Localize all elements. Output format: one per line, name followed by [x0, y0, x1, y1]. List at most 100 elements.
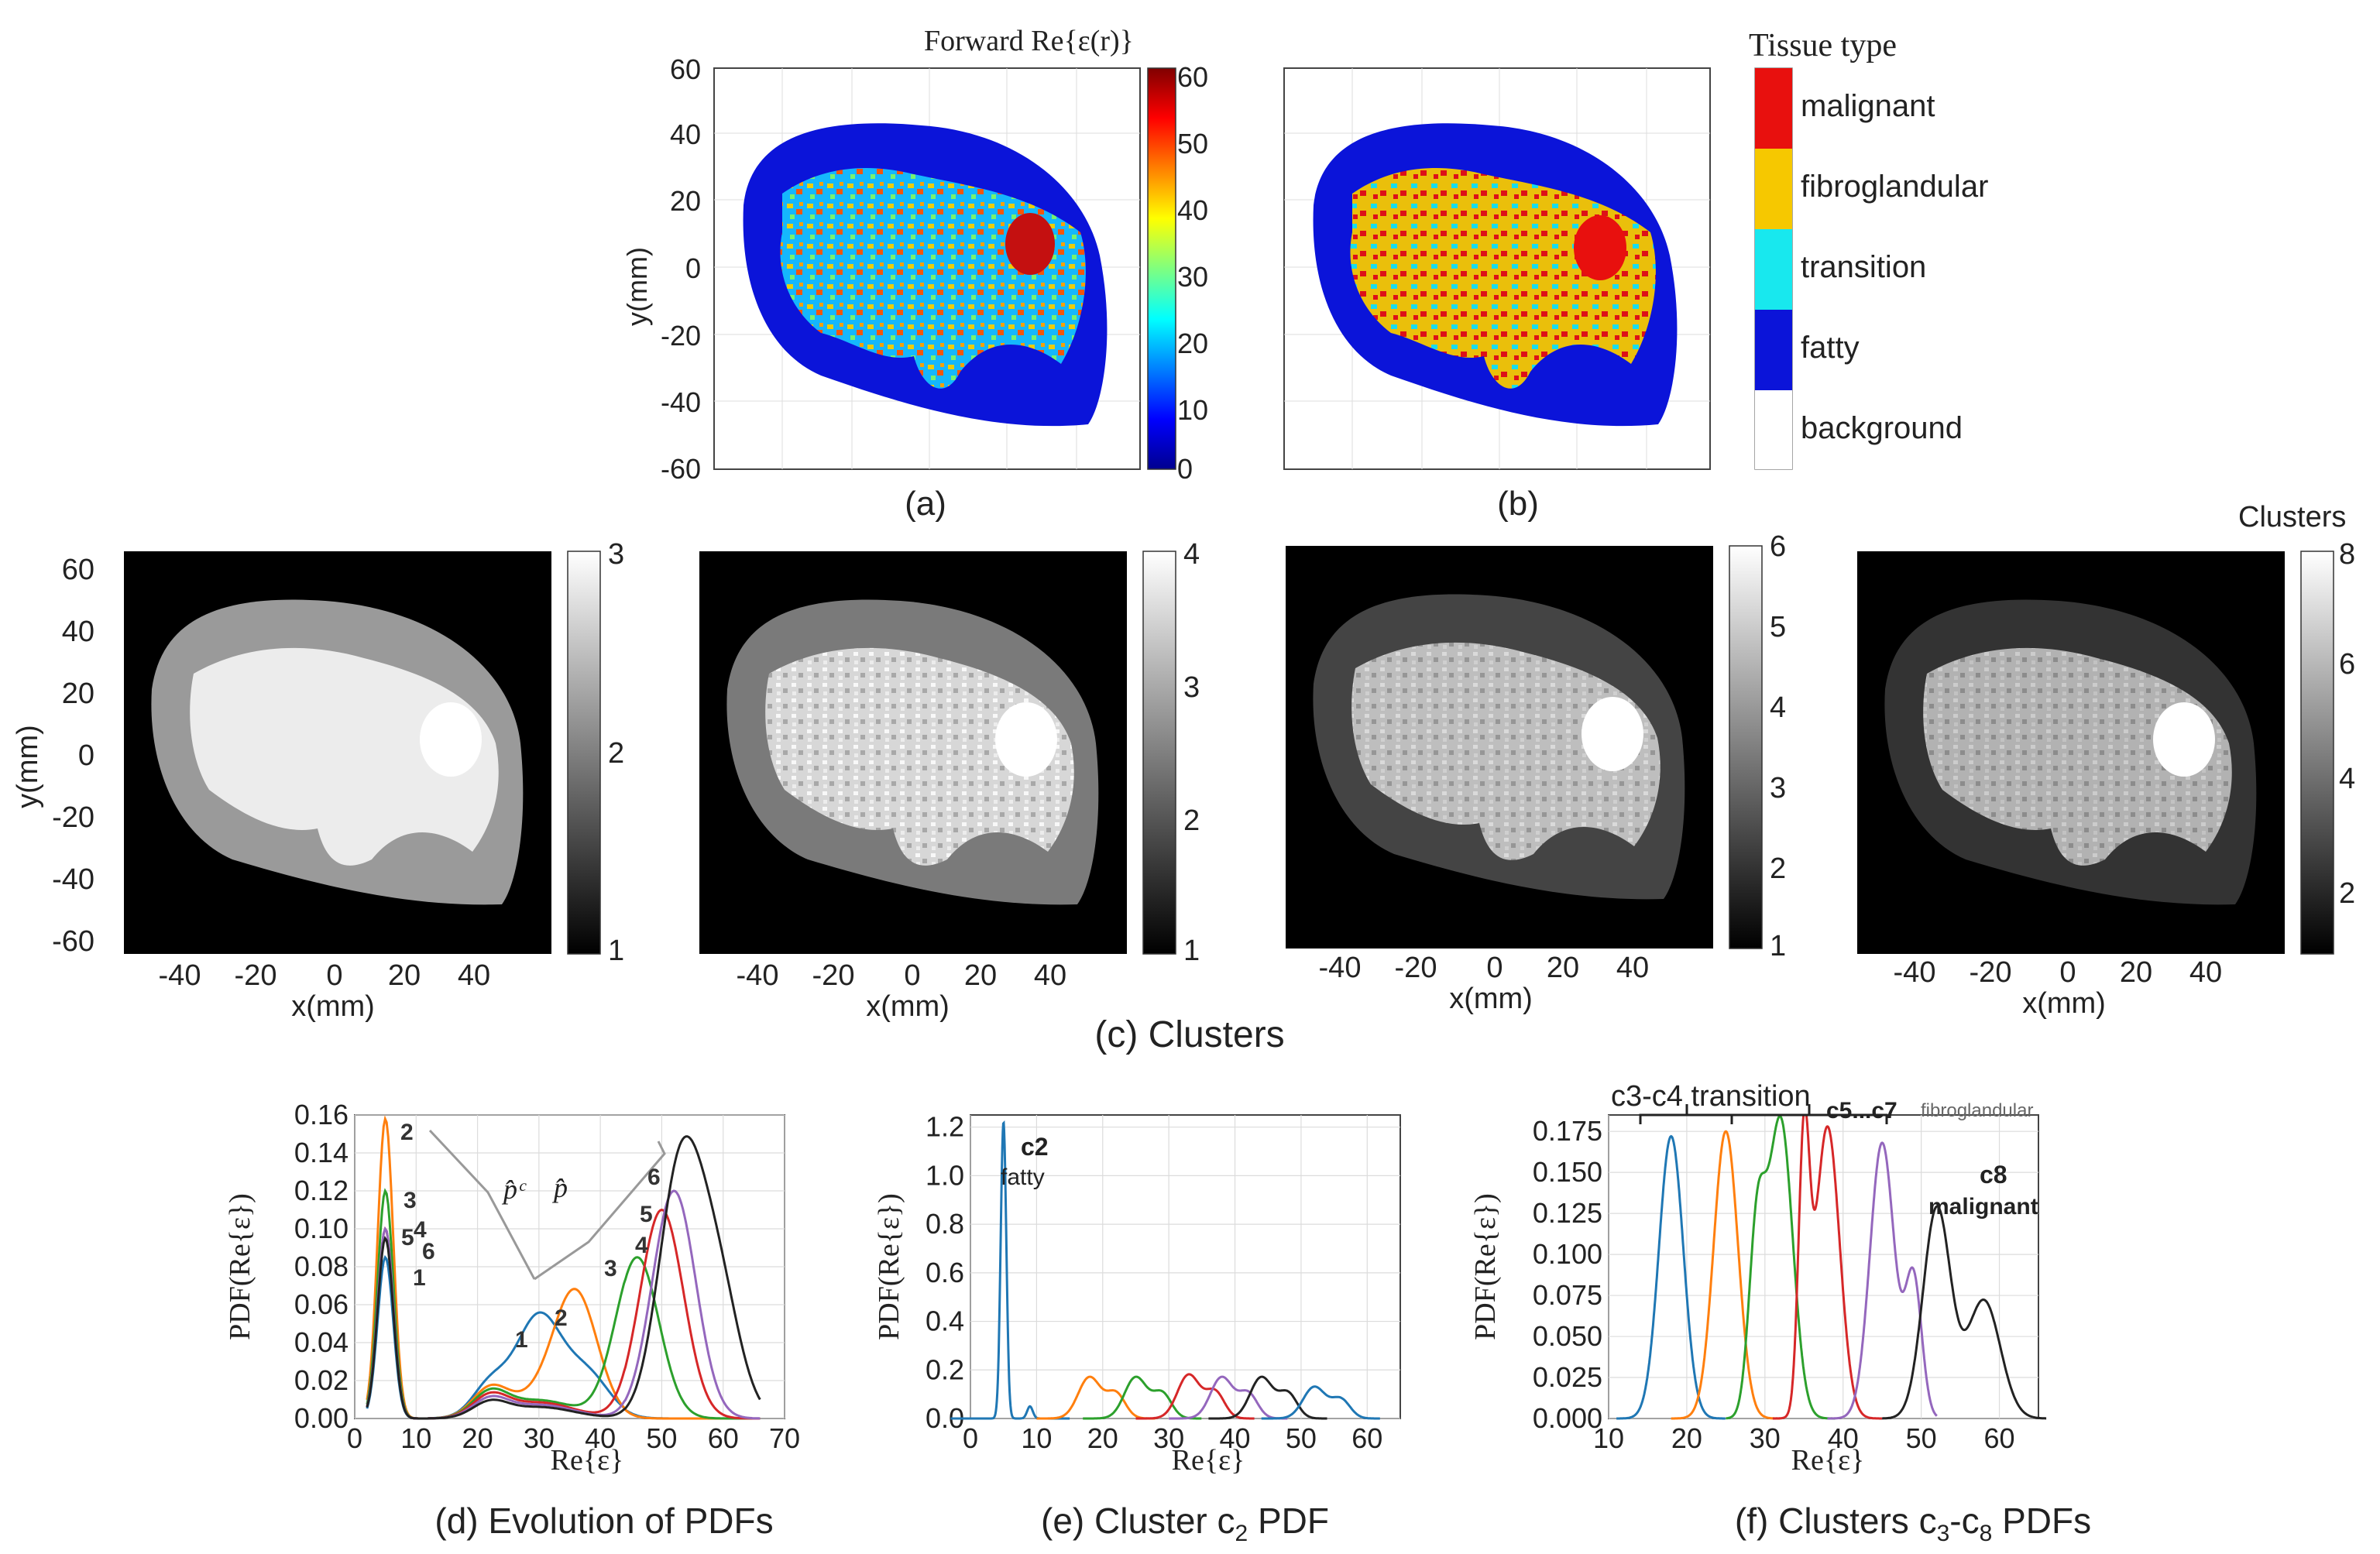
- y-tick-label: 1.2: [926, 1111, 964, 1143]
- cbar-tick: 2: [1770, 852, 1786, 885]
- curve-label: 5: [401, 1225, 414, 1250]
- curve-label: 2: [400, 1120, 414, 1145]
- x-tick-label: 40: [585, 1422, 616, 1454]
- panel-a-title: Forward Re{ε(r)}: [924, 25, 1134, 57]
- tissue-region-a: [780, 168, 1086, 389]
- curve-label: 2: [555, 1305, 568, 1331]
- x-tick-label: 0: [963, 1422, 978, 1454]
- xtick: -40: [159, 959, 201, 992]
- ytick: 20: [670, 185, 701, 217]
- curve-label: 1: [515, 1327, 528, 1353]
- panel-a-ylabel: y(mm): [621, 247, 653, 326]
- xtick: -40: [737, 959, 779, 992]
- series-line-c6: [1772, 1113, 1883, 1420]
- chart-d-grid: [354, 1114, 785, 1419]
- x-tick-label: 10: [400, 1422, 431, 1454]
- caption-f-tail: PDFs: [1992, 1501, 2091, 1541]
- x-tick-label: 20: [1087, 1422, 1118, 1454]
- series-line-c7: [1827, 1141, 1938, 1420]
- xtick: 40: [2189, 956, 2222, 989]
- legend-swatch-malignant: [1755, 68, 1792, 149]
- x-tick-label: 60: [1984, 1422, 2015, 1454]
- cbar-tick: 2: [608, 737, 624, 770]
- cbar-tick: 1: [1183, 935, 1200, 967]
- chart-f: 10 20 30 40 50 60 0.175 0.150 0.125 0.100 0.075 0.0…: [1469, 1080, 2091, 1546]
- annotation-c5-c7: c5...c7: [1826, 1098, 1897, 1123]
- ytick: 20: [62, 678, 94, 710]
- cbar-tick: 3: [608, 538, 624, 571]
- cbar-tick: 5: [1770, 611, 1786, 643]
- cluster-row: 60 40 20 0 -20 -40 -60 y(mm) -40 -20 0 2…: [12, 501, 2355, 1055]
- y-tick-label: 0.00: [294, 1402, 349, 1434]
- x-tick-label: 30: [524, 1422, 555, 1454]
- cbar-tick: 60: [1177, 61, 1208, 93]
- ytick: -60: [661, 453, 701, 485]
- chart-f-frame: [1608, 1114, 2039, 1419]
- dense-region-3: [1351, 642, 1661, 860]
- xtick: 20: [2120, 956, 2152, 989]
- cbar-tick: 4: [1183, 538, 1200, 571]
- xtick: -40: [1894, 956, 1936, 989]
- series-line-c8: [1261, 1385, 1380, 1420]
- cbar-tick: 2: [2339, 877, 2355, 910]
- xtick: 0: [1486, 952, 1503, 984]
- series-line-c3: [1036, 1375, 1156, 1420]
- y-tick-label: 1.0: [926, 1159, 964, 1191]
- legend-swatch-fatty: [1755, 310, 1792, 390]
- legend-swatch-fibroglandular: [1755, 149, 1792, 229]
- cluster-colorbar-3: [1729, 545, 1763, 949]
- chart-e-series: [950, 1120, 1380, 1420]
- panel-a: Forward Re{ε(r)} 60 40 20 0 -20 -40 -60 …: [621, 25, 1208, 523]
- xtick: -20: [812, 959, 855, 992]
- caption-e-sub: 2: [1235, 1521, 1248, 1546]
- tumor-cluster-1: [420, 702, 482, 777]
- xtick: 40: [1034, 959, 1066, 992]
- x-tick-label: 70: [769, 1422, 800, 1454]
- series-line-c8: [1882, 1205, 2047, 1420]
- y-tick-label: 0.06: [294, 1288, 349, 1320]
- curve-label: 6: [647, 1165, 661, 1190]
- cbar-tick: 6: [2339, 648, 2355, 681]
- chart-d-ylabel: PDF(Re{ε}): [224, 1193, 256, 1340]
- xtick: -40: [1319, 952, 1362, 984]
- cluster-yticks: 60 40 20 0 -20 -40 -60: [52, 554, 94, 958]
- chart-f-ylabel: PDF(Re{ε}): [1469, 1193, 1502, 1340]
- cluster-colorbar-1: [567, 551, 601, 955]
- y-tick-label: 0.10: [294, 1213, 349, 1244]
- clusters-caption: (c) Clusters: [1094, 1014, 1284, 1055]
- chart-f-grid: [1608, 1115, 2038, 1419]
- ytick: -40: [661, 386, 701, 418]
- series-line-6: [366, 1135, 761, 1420]
- y-tick-label: 0.100: [1533, 1238, 1602, 1270]
- cbar-tick: 0: [1177, 453, 1193, 485]
- cbar-tick: 30: [1177, 261, 1208, 293]
- cluster-xticks-1: -40 -20 0 20 40 x(mm): [159, 959, 491, 1023]
- x-tick-label: 20: [462, 1422, 493, 1454]
- annotation-c8: c8: [1980, 1161, 2007, 1189]
- y-tick-label: 0.025: [1533, 1361, 1602, 1393]
- ytick: 0: [685, 252, 701, 284]
- cbar-tick: 1: [608, 935, 624, 967]
- cluster-colorbar-4: [2300, 551, 2334, 955]
- dense-region-4: [1923, 647, 2232, 866]
- xtick: 20: [1547, 952, 1579, 984]
- bracket-pc: [428, 1129, 536, 1280]
- y-tick-label: 0.050: [1533, 1320, 1602, 1352]
- cluster-cbar-ticks: 3 2 1 4 3 2 1 6 5 4 3 2 1 8 6 4 2: [608, 530, 2355, 967]
- dense-region-2: [765, 647, 1074, 866]
- dense-region-1: [190, 647, 499, 866]
- y-tick-label: 0.8: [926, 1208, 964, 1240]
- tumor-cluster-3: [1582, 697, 1643, 771]
- cluster-panel-1: [124, 551, 601, 955]
- caption-f-mid: -c: [1949, 1501, 1979, 1541]
- chart-f-caption: (f) Clusters c3-c8 PDFs: [1735, 1501, 2091, 1546]
- ytick: -60: [52, 925, 94, 958]
- bracket-p: [534, 1141, 666, 1281]
- y-tick-label: 0.2: [926, 1353, 964, 1385]
- caption-f-sub1: 3: [1937, 1521, 1950, 1546]
- legend-title: Tissue type: [1749, 28, 1897, 63]
- chart-e-caption: (e) Cluster c2 PDF: [1041, 1501, 1329, 1546]
- cluster-colorbar-2: [1142, 551, 1176, 955]
- chart-e-xlabel: Re{ε}: [1172, 1444, 1245, 1477]
- ytick: 60: [62, 554, 94, 586]
